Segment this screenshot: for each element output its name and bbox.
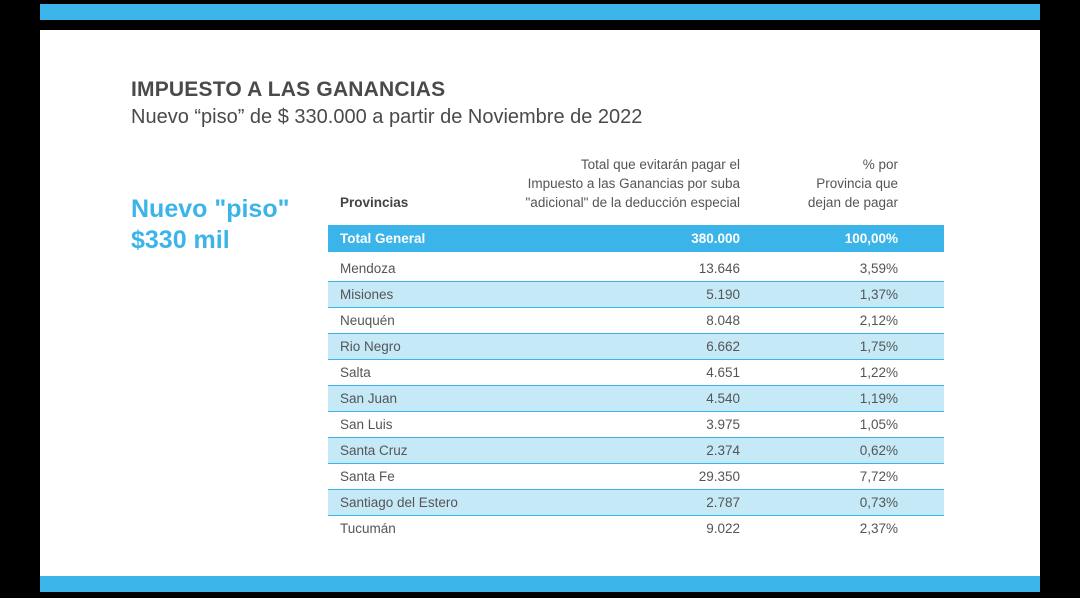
- table-row: San Luis 3.975 1,05%: [328, 412, 944, 438]
- table-row: Misiones 5.190 1,37%: [328, 282, 944, 308]
- table-row: Neuquén 8.048 2,12%: [328, 308, 944, 334]
- header-provincias: Provincias: [340, 195, 409, 210]
- row-total: 9.022: [706, 521, 740, 536]
- table-row: Santa Cruz 2.374 0,62%: [328, 438, 944, 464]
- row-province: Tucumán: [340, 521, 396, 536]
- bottom-accent-bar: [40, 576, 1040, 592]
- row-percent: 1,05%: [859, 417, 898, 432]
- row-province: Misiones: [340, 287, 394, 302]
- row-percent: 7,72%: [859, 469, 898, 484]
- row-province: Santa Fe: [340, 469, 395, 484]
- table-row: Salta 4.651 1,22%: [328, 360, 944, 386]
- row-percent: 0,73%: [859, 495, 898, 510]
- row-percent: 1,75%: [859, 339, 898, 354]
- row-total: 6.662: [706, 339, 740, 354]
- page-title: IMPUESTO A LAS GANANCIAS: [131, 78, 446, 101]
- row-percent: 1,37%: [859, 287, 898, 302]
- page-subtitle: Nuevo “piso” de $ 330.000 a partir de No…: [131, 106, 643, 128]
- table-row: Mendoza 13.646 3,59%: [328, 256, 944, 282]
- highlight-line-2: $330 mil: [131, 226, 230, 254]
- row-province: Mendoza: [340, 261, 396, 276]
- row-total: 3.975: [706, 417, 740, 432]
- row-total: 5.190: [706, 287, 740, 302]
- row-total: 8.048: [706, 313, 740, 328]
- table-header: Provincias Total que evitarán pagar el I…: [328, 157, 944, 225]
- header-total-line-2: Impuesto a las Ganancias por suba: [527, 176, 740, 191]
- row-percent: 0,62%: [859, 443, 898, 458]
- header-pct-line-3: dejan de pagar: [807, 195, 898, 210]
- table-row: Santiago del Estero 2.787 0,73%: [328, 490, 944, 516]
- row-total: 13.646: [698, 261, 740, 276]
- total-value: 380.000: [691, 231, 740, 246]
- total-label: Total General: [340, 231, 426, 246]
- row-total: 2.374: [706, 443, 740, 458]
- row-province: Rio Negro: [340, 339, 401, 354]
- row-province: Santa Cruz: [340, 443, 408, 458]
- table-row: San Juan 4.540 1,19%: [328, 386, 944, 412]
- row-total: 29.350: [698, 469, 740, 484]
- row-percent: 2,37%: [859, 521, 898, 536]
- row-percent: 1,22%: [859, 365, 898, 380]
- row-percent: 3,59%: [859, 261, 898, 276]
- table-row: Rio Negro 6.662 1,75%: [328, 334, 944, 360]
- header-percent: % por Provincia que dejan de pagar: [768, 155, 898, 212]
- row-percent: 2,12%: [859, 313, 898, 328]
- row-percent: 1,19%: [859, 391, 898, 406]
- row-province: Neuquén: [340, 313, 395, 328]
- highlight-line-1: Nuevo "piso": [131, 195, 290, 223]
- header-total: Total que evitarán pagar el Impuesto a l…: [480, 155, 740, 212]
- slide: IMPUESTO A LAS GANANCIAS Nuevo “piso” de…: [40, 30, 1040, 576]
- provinces-table: Provincias Total que evitarán pagar el I…: [328, 157, 944, 541]
- row-province: Salta: [340, 365, 371, 380]
- table-row: Tucumán 9.022 2,37%: [328, 516, 944, 541]
- row-total: 2.787: [706, 495, 740, 510]
- header-total-line-1: Total que evitarán pagar el: [580, 157, 740, 172]
- header-total-line-3: "adicional" de la deducción especial: [525, 195, 740, 210]
- row-province: San Juan: [340, 391, 398, 406]
- top-accent-bar: [40, 4, 1040, 20]
- table-row: Santa Fe 29.350 7,72%: [328, 464, 944, 490]
- row-total: 4.651: [706, 365, 740, 380]
- row-province: Santiago del Estero: [340, 495, 458, 510]
- header-pct-line-2: Provincia que: [816, 176, 898, 191]
- total-percent: 100,00%: [844, 231, 898, 246]
- row-province: San Luis: [340, 417, 393, 432]
- row-total: 4.540: [706, 391, 740, 406]
- total-row: Total General 380.000 100,00%: [328, 225, 944, 252]
- highlight-callout: Nuevo "piso" $330 mil: [131, 194, 331, 256]
- header-pct-line-1: % por: [862, 157, 898, 172]
